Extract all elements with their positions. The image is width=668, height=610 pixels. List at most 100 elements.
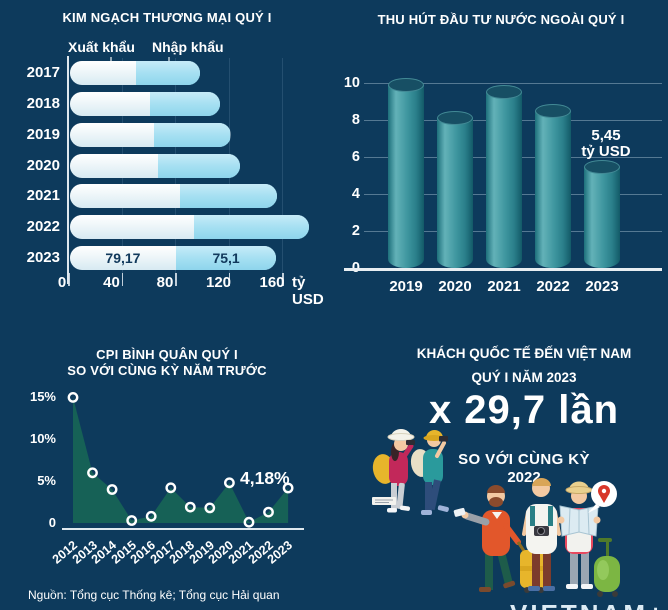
binoculars-icon (439, 436, 448, 442)
trade-export-segment (70, 91, 151, 116)
trade-export-segment (70, 184, 180, 209)
trade-year-label: 2017 (26, 64, 60, 81)
small-sign (372, 497, 396, 505)
fdi-y-tick-label: 8 (351, 112, 360, 128)
trade-year-label: 2019 (26, 125, 60, 143)
trade-year-label: 2020 (26, 156, 60, 174)
partially-visible-logo: VIETNAM+ (510, 601, 662, 610)
trade-export-segment (70, 215, 195, 240)
trade-import-segment: 75,1 (175, 246, 277, 271)
trade-year-label: 2021 (26, 187, 60, 205)
cpi-title-line1: CPI BÌNH QUÂN QUÝ I (96, 347, 238, 362)
cpi-y-tick-label: 5% (37, 473, 56, 489)
fdi-y-tick-label: 2 (351, 223, 360, 239)
fdi-year-label: 2020 (438, 278, 472, 295)
tourists-group-illustration (453, 478, 620, 597)
cpi-data-marker (145, 510, 157, 522)
cpi-annotation: 4,18% (240, 468, 290, 488)
fdi-bar-2022 (535, 103, 571, 268)
trade-export-segment (70, 122, 155, 147)
fdi-title: THU HÚT ĐẦU TƯ NƯỚC NGOÀI QUÝ I (377, 12, 625, 27)
trade-x-tick-label: 40 (103, 274, 120, 291)
tourists-illustration (372, 429, 620, 597)
trade-x-tick-mark (282, 273, 284, 286)
fdi-bar-top-ellipse (535, 103, 571, 118)
trade-bar-2017 (70, 61, 200, 85)
fdi-y-tick-label: 6 (351, 149, 360, 165)
trade-title: KIM NGẠCH THƯƠNG MẠI QUÝ I (62, 10, 272, 25)
cpi-data-marker (263, 506, 274, 518)
trade-x-tick-mark (121, 273, 123, 286)
trade-bar-2019 (70, 122, 231, 147)
cpi-data-marker (87, 467, 98, 479)
cpi-chart (60, 390, 312, 540)
trade-bar-2020 (70, 153, 240, 178)
cpi-data-marker (67, 392, 79, 403)
trade-bar-2021 (70, 184, 278, 209)
cpi-data-marker (184, 501, 196, 513)
fdi-year-label: 2022 (536, 278, 570, 295)
binoculars-icon (406, 440, 415, 445)
trade-export-value-label: 79,17 (105, 250, 141, 267)
trade-gridline (282, 58, 283, 282)
trade-x-tick-label: 120 (205, 274, 232, 291)
location-pin-icon (598, 485, 610, 503)
fdi-bar-top-ellipse (437, 111, 473, 126)
fdi-annotation-value: 5,45 (591, 127, 621, 144)
cpi-x-axis-line (62, 528, 304, 530)
panel-trade: KIM NGẠCH THƯƠNG MẠI QUÝ I Xuất khẩu Nhậ… (0, 0, 334, 330)
fdi-baseline (344, 268, 662, 271)
phone-icon (453, 507, 466, 517)
trade-export-segment (70, 61, 136, 85)
trade-year-label: 2023 (26, 249, 60, 267)
cpi-area-plot (67, 392, 294, 528)
cpi-data-marker (223, 477, 235, 489)
fdi-bar-top-ellipse (584, 160, 620, 175)
fdi-bar-2023 (584, 160, 620, 268)
cpi-y-tick-label: 10% (29, 431, 56, 447)
visitors-headline: x 29,7 lần (428, 388, 620, 432)
visitors-title-line2: QUÝ I NĂM 2023 (471, 370, 577, 385)
fdi-y-tick-label: 10 (343, 75, 360, 91)
trade-bar-2018 (70, 91, 220, 116)
trade-x-tick-label: 160 (259, 274, 285, 291)
trade-bar-2023: 79,17 75,1 (70, 246, 277, 271)
panel-visitors: KHÁCH QUỐC TẾ ĐẾN VIỆT NAM QUÝ I NĂM 202… (334, 330, 668, 610)
cpi-area-shape (73, 397, 289, 523)
trade-export-segment (70, 153, 159, 178)
legend-export-label: Xuất khẩu (68, 39, 135, 55)
cpi-title-line2: SO VỚI CÙNG KỲ NĂM TRƯỚC (67, 363, 267, 378)
trade-year-label: 2018 (26, 94, 60, 112)
fdi-bar-top-ellipse (388, 77, 424, 92)
trade-x-tick-label: 80 (156, 274, 174, 291)
trade-export-segment: 79,17 (70, 246, 176, 271)
fdi-annotation: 5,45 tỷ USD (564, 128, 648, 160)
panel-cpi: CPI BÌNH QUÂN QUÝ I SO VỚI CÙNG KỲ NĂM T… (0, 330, 334, 610)
trade-x-axis-unit: tỷ USD (292, 274, 324, 308)
cpi-data-marker (106, 484, 118, 495)
cpi-data-marker (243, 516, 255, 528)
fdi-bar-2019 (388, 77, 424, 268)
fdi-y-tick-label: 4 (351, 186, 360, 202)
tourists-couple-illustration (372, 429, 449, 515)
fdi-annotation-unit: tỷ USD (581, 143, 631, 160)
cpi-data-marker (165, 482, 177, 494)
fdi-gridline (364, 83, 662, 84)
trade-y-axis-line (67, 56, 69, 284)
fdi-bar-2021 (486, 85, 522, 268)
cpi-data-marker (204, 502, 216, 514)
trade-import-segment (150, 91, 220, 116)
source-note: Nguồn: Tổng cục Thống kê; Tổng cục Hải q… (28, 588, 280, 602)
trade-import-segment (154, 122, 231, 147)
cpi-data-marker (282, 482, 294, 494)
trade-import-segment (194, 215, 310, 240)
visitors-subline1: SO VỚI CÙNG KỲ (458, 451, 590, 468)
trade-x-tick-mark (228, 273, 230, 286)
fdi-year-label: 2021 (487, 278, 521, 295)
trade-import-segment (135, 61, 200, 85)
fdi-year-label: 2019 (389, 278, 423, 295)
trade-bar-2022 (70, 215, 310, 240)
trade-import-segment (158, 153, 240, 178)
legend-import-label: Nhập khẩu (152, 39, 224, 55)
